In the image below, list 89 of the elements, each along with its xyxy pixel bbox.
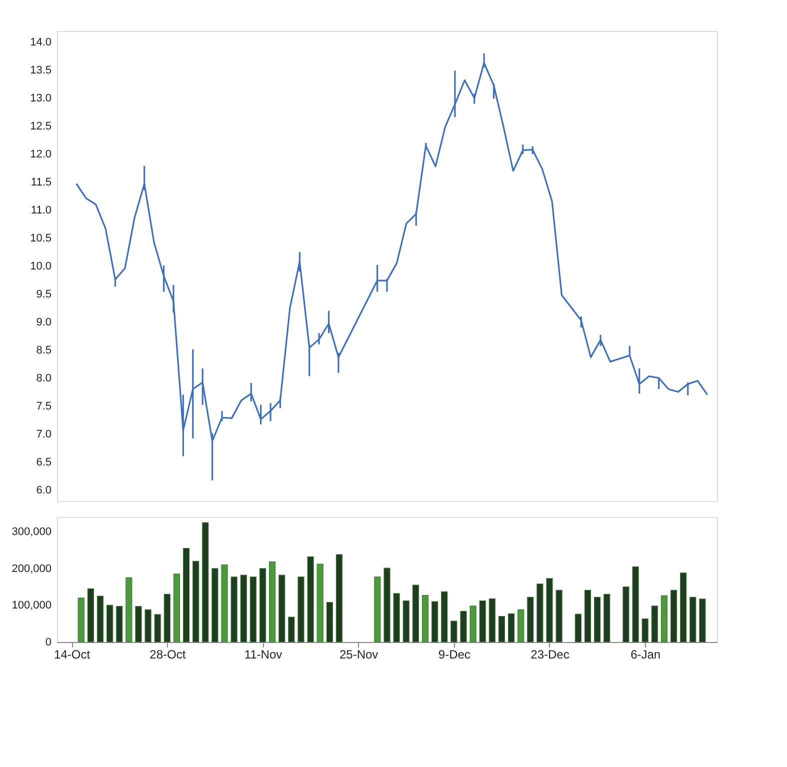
bar	[699, 598, 706, 642]
bar	[96, 596, 104, 642]
y-tick-label: 7.5	[36, 400, 52, 412]
bar	[460, 610, 467, 642]
bar	[690, 596, 696, 642]
bar	[259, 568, 266, 642]
y-tick-label: 13.5	[30, 64, 52, 77]
x-tick-label: 6-Jan	[630, 648, 661, 662]
bar	[441, 591, 448, 642]
bar	[604, 594, 610, 642]
y-tick-label: 6.0	[36, 484, 52, 496]
bar	[326, 602, 333, 642]
y-tick-label: 8.5	[36, 344, 52, 356]
x-tick-label: 28-Oct	[150, 648, 186, 662]
bar	[212, 568, 218, 642]
bar	[584, 590, 592, 642]
y-tick-label: 200,000	[12, 562, 52, 575]
bar	[78, 598, 84, 642]
bar	[230, 576, 238, 642]
bar	[622, 586, 630, 642]
bar	[336, 554, 343, 642]
y-tick-label: 12.0	[30, 148, 52, 161]
bar	[316, 564, 324, 642]
y-tick-label: 9.5	[36, 288, 52, 300]
y-tick-label: 8.0	[36, 372, 52, 384]
bar	[594, 596, 601, 642]
bar	[106, 604, 114, 642]
x-tick-label: 14-Oct	[54, 648, 91, 662]
bar	[632, 566, 639, 642]
bar	[154, 614, 161, 642]
x-tick-label: 25-Nov	[339, 648, 378, 662]
y-tick-label: 10.0	[30, 260, 52, 272]
bar	[642, 618, 648, 642]
y-tick-label: 300,000	[12, 526, 52, 538]
bar	[660, 595, 668, 642]
bar	[470, 606, 476, 642]
y-tick-label: 12.5	[30, 120, 52, 133]
y-tick-label: 9.0	[36, 316, 52, 328]
bar	[574, 614, 582, 642]
bar	[412, 584, 419, 642]
bar	[87, 588, 94, 642]
bar	[651, 606, 658, 642]
bar	[173, 574, 180, 642]
bar	[202, 522, 209, 642]
y-tick-label: 7.0	[36, 428, 52, 440]
bar	[393, 593, 400, 642]
bar	[126, 577, 132, 642]
x-tick-label: 11-Nov	[244, 648, 282, 662]
bar	[680, 572, 687, 642]
y-tick-label: 14.0	[30, 36, 52, 49]
bar	[546, 578, 553, 642]
bar	[135, 606, 142, 642]
bar	[450, 620, 458, 642]
bar	[192, 560, 200, 642]
bar	[240, 574, 247, 642]
bar	[144, 609, 152, 642]
bar	[278, 574, 286, 642]
bar	[250, 576, 256, 642]
y-tick-label: 100,000	[12, 600, 52, 612]
bar	[431, 601, 438, 642]
bar	[307, 556, 314, 642]
y-tick-label: 11.0	[30, 204, 52, 217]
x-tick-label: 23-Dec	[530, 648, 570, 662]
bar	[479, 600, 486, 642]
bar	[116, 606, 123, 642]
bar	[384, 568, 390, 642]
bar	[374, 576, 381, 642]
bar	[498, 616, 506, 642]
y-tick-label: 13.0	[30, 92, 52, 105]
bar	[670, 590, 678, 642]
y-tick-label: 11.5	[30, 176, 52, 189]
bar	[527, 596, 534, 642]
y-tick-label: 0	[45, 636, 52, 648]
bar	[268, 562, 276, 642]
y-tick-label: 6.5	[36, 456, 52, 468]
bar	[402, 600, 410, 642]
y-tick-label: 10.5	[30, 232, 52, 245]
bar	[288, 616, 295, 642]
bar	[164, 594, 170, 642]
bar	[298, 576, 304, 642]
bar	[221, 564, 228, 642]
bar	[182, 548, 190, 642]
bar	[508, 613, 515, 642]
bar	[422, 595, 429, 642]
bar	[488, 598, 496, 642]
bar	[536, 584, 544, 642]
x-tick-label: 9-Dec	[438, 648, 470, 662]
bar	[518, 609, 524, 642]
bar	[556, 590, 562, 642]
